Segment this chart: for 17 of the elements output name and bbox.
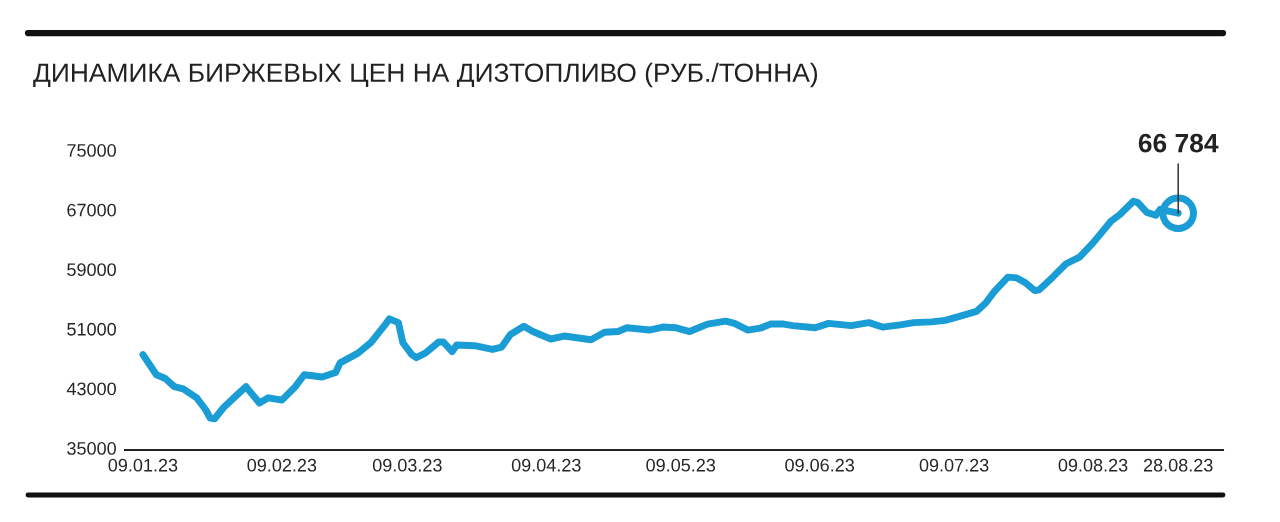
- y-tick-label: 75000: [67, 144, 116, 157]
- x-tick-label: 09.04.23: [511, 458, 581, 472]
- chart-title: ДИНАМИКА БИРЖЕВЫХ ЦЕН НА ДИЗТОПЛИВО (РУБ./ТОННА): [33, 62, 818, 88]
- x-tick-label: 09.01.23: [108, 458, 178, 472]
- x-tick-label: 09.07.23: [919, 458, 989, 472]
- x-tick-label: 09.05.23: [646, 458, 716, 472]
- y-tick-label: 67000: [67, 203, 116, 217]
- x-tick-label: 28.08.23: [1143, 458, 1213, 472]
- x-tick-label: 09.08.23: [1058, 458, 1128, 472]
- x-tick-label: 09.03.23: [372, 458, 442, 472]
- y-tick-label: 35000: [67, 442, 116, 455]
- y-tick-label: 59000: [67, 263, 116, 277]
- annotation: 66 784: [1138, 133, 1219, 153]
- x-tick-label: 09.02.23: [247, 458, 317, 472]
- y-tick-label: 51000: [67, 322, 116, 336]
- x-tick-label: 09.06.23: [785, 458, 854, 472]
- y-tick-label: 43000: [66, 382, 116, 396]
